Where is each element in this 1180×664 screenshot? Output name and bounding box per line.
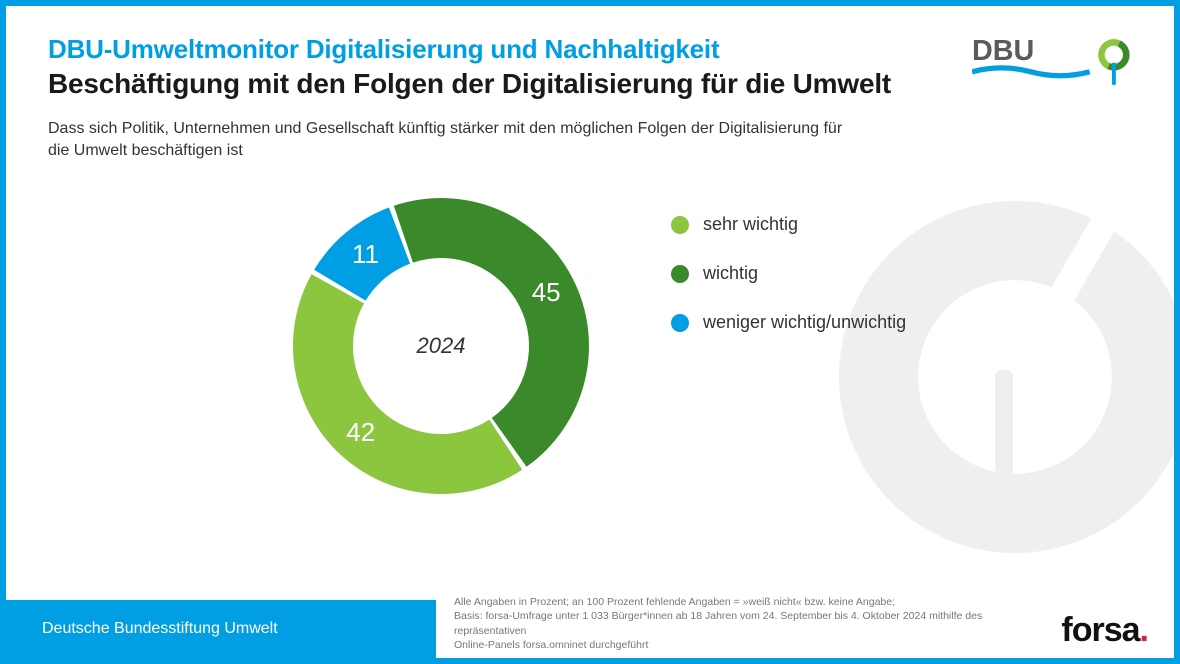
legend-label: sehr wichtig: [703, 214, 798, 235]
legend-item: sehr wichtig: [671, 214, 906, 235]
footer-bar: Deutsche Bundesstiftung Umwelt: [6, 600, 436, 658]
donut-chart: 2024 11 45 42: [281, 186, 601, 506]
legend-item: weniger wichtig/unwichtig: [671, 312, 906, 333]
supertitle: DBU-Umweltmonitor Digitalisierung und Na…: [48, 34, 719, 65]
footnote: Alle Angaben in Prozent; an 100 Prozent …: [454, 595, 1014, 652]
source-label: forsa: [1061, 611, 1139, 649]
donut-slice-value: 45: [528, 277, 564, 308]
dbu-logo: DBU: [972, 32, 1142, 92]
donut-slice-value: 11: [347, 239, 383, 270]
donut-slice-value: 42: [343, 417, 379, 448]
legend-dot-icon: [671, 265, 689, 283]
legend-label: wichtig: [703, 263, 758, 284]
donut-center-label: 2024: [281, 333, 601, 359]
legend-dot-icon: [671, 216, 689, 234]
legend-item: wichtig: [671, 263, 906, 284]
dbu-logo-text: DBU: [972, 35, 1034, 67]
source-dot-icon: .: [1140, 611, 1148, 649]
content-area: DBU-Umweltmonitor Digitalisierung und Na…: [6, 6, 1174, 658]
legend-label: weniger wichtig/unwichtig: [703, 312, 906, 333]
frame: DBU-Umweltmonitor Digitalisierung und Na…: [0, 0, 1180, 664]
intro-text: Dass sich Politik, Unternehmen und Gesel…: [48, 118, 842, 163]
page-title: Beschäftigung mit den Folgen der Digital…: [48, 68, 891, 100]
footer-org-name: Deutsche Bundesstiftung Umwelt: [42, 620, 278, 638]
legend: sehr wichtig wichtig weniger wichtig/unwic…: [671, 214, 906, 361]
dbu-wave-icon: [972, 68, 1090, 76]
donut-slice: [293, 274, 522, 494]
legend-dot-icon: [671, 314, 689, 332]
dbu-tree-icon: [1093, 34, 1135, 85]
source-logo: forsa.: [1061, 611, 1148, 650]
